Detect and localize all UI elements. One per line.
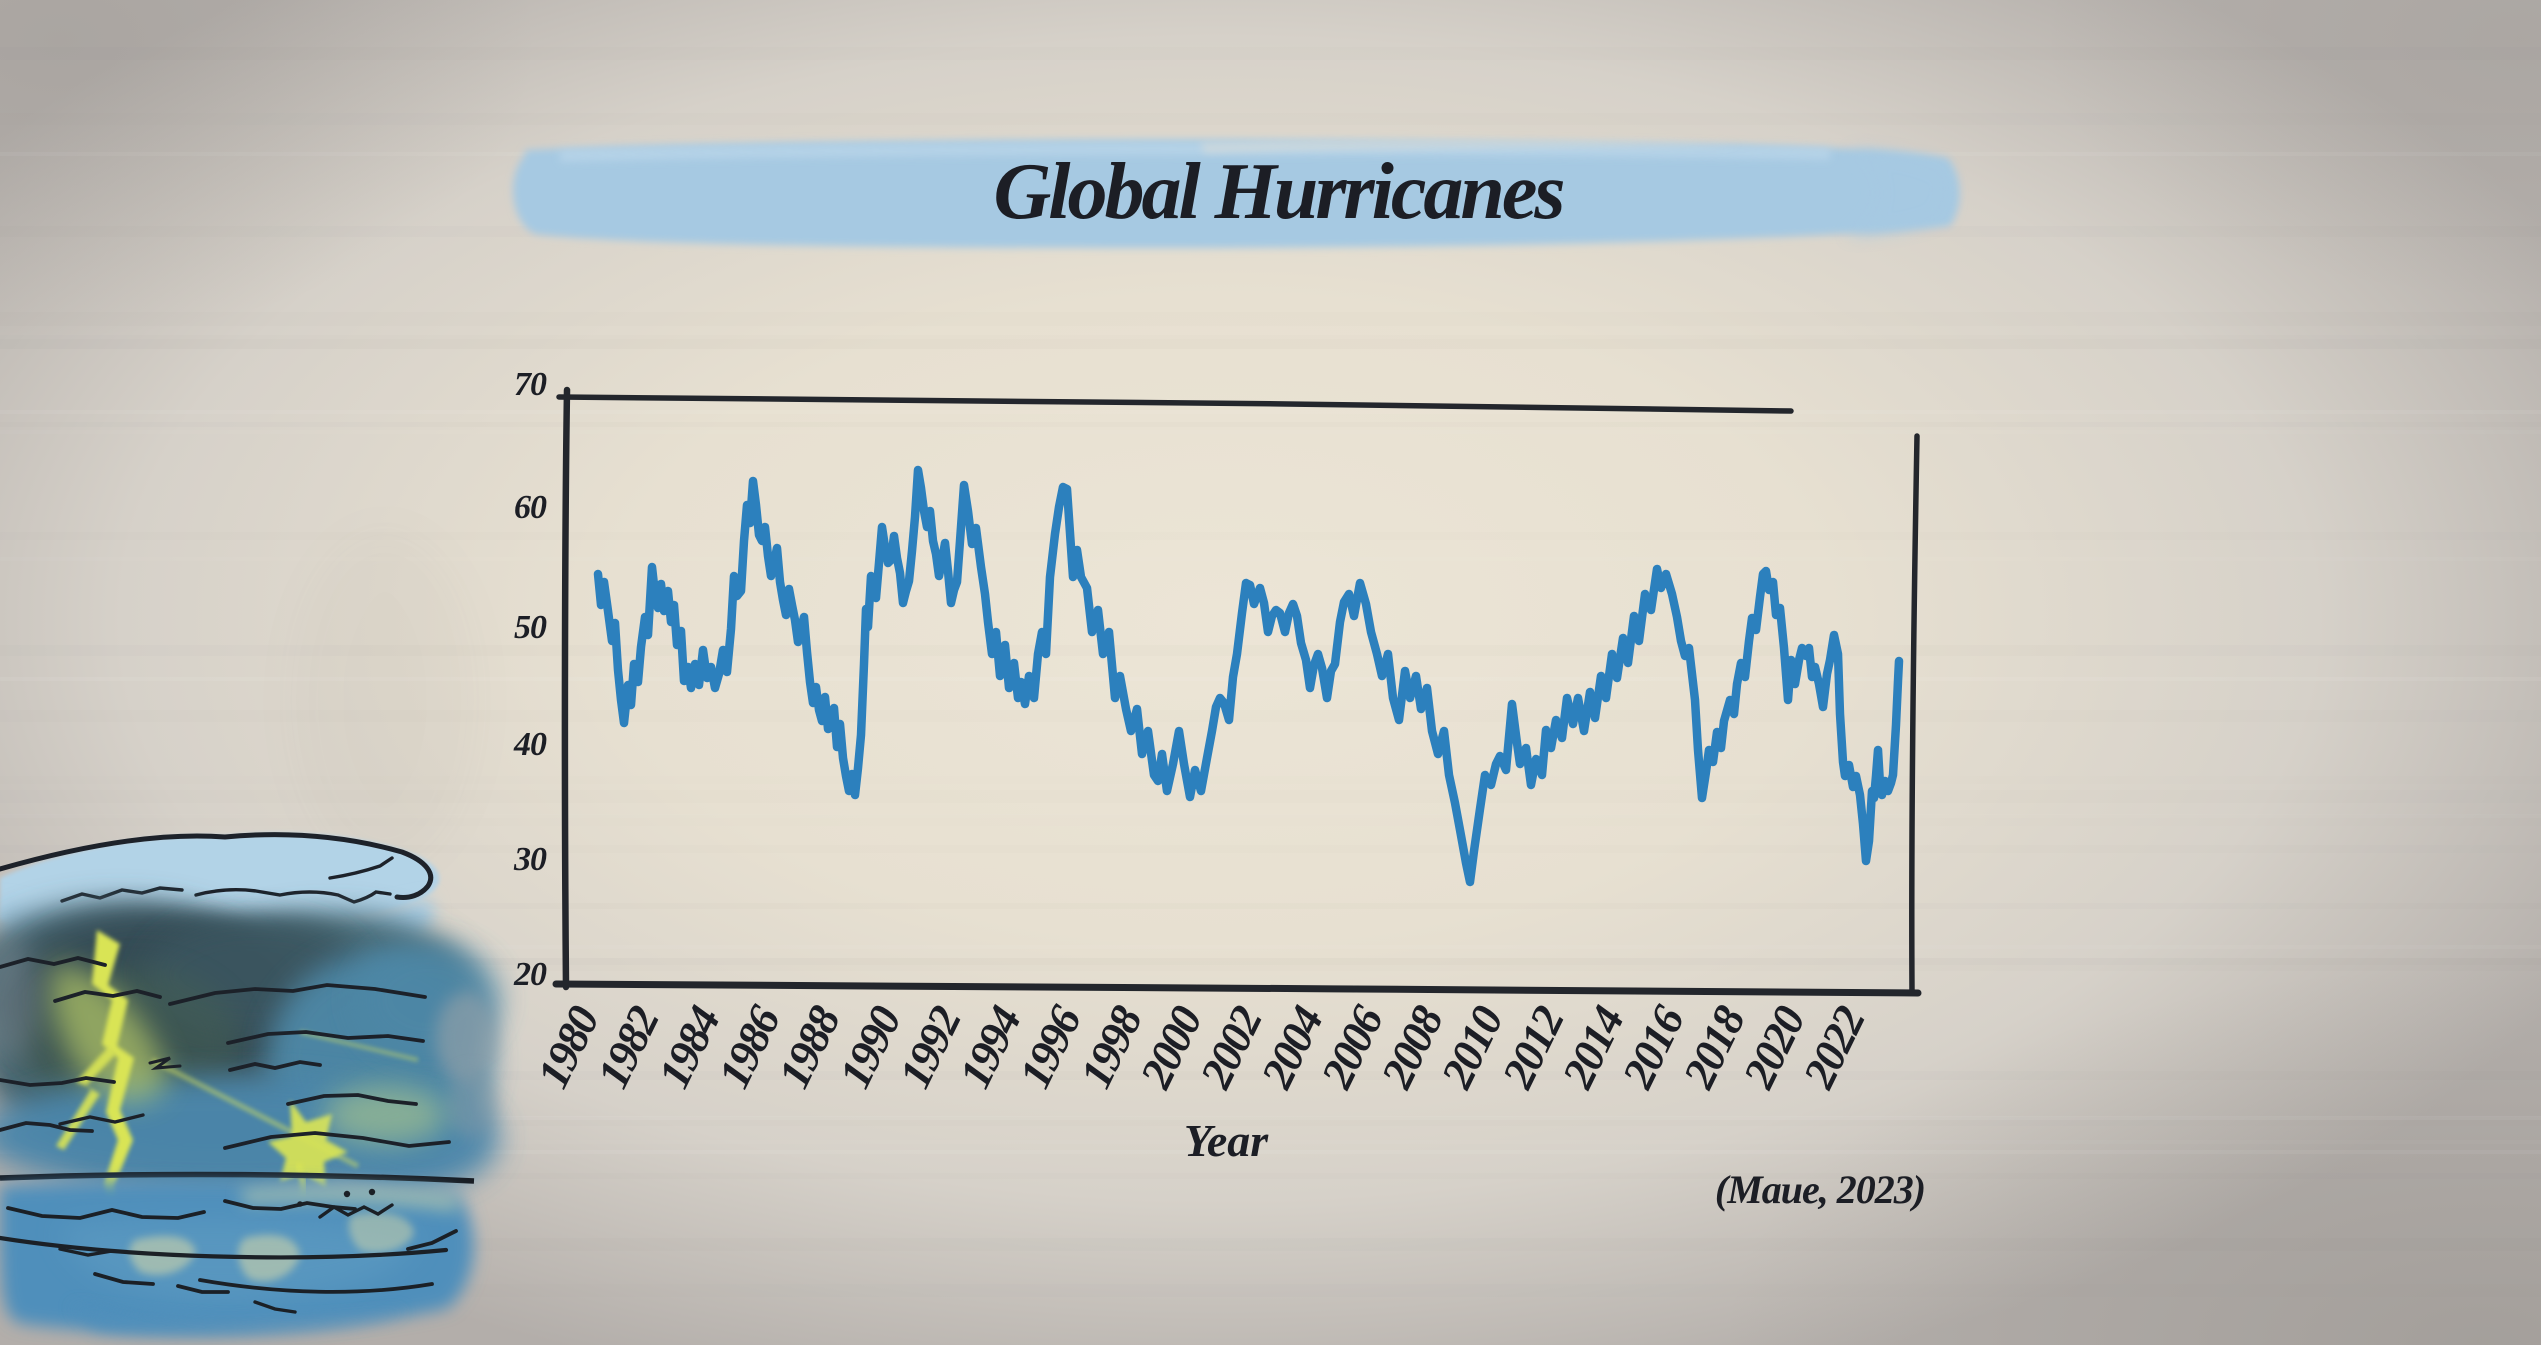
svg-text:Global Hurricanes: Global Hurricanes (993, 148, 1563, 236)
svg-text:30: 30 (513, 841, 547, 878)
svg-text:70: 70 (514, 366, 547, 403)
svg-text:Year: Year (1184, 1115, 1269, 1166)
svg-text:60: 60 (514, 489, 547, 526)
svg-text:50: 50 (514, 609, 547, 646)
svg-text:(Maue, 2023): (Maue, 2023) (1715, 1167, 1925, 1212)
svg-text:40: 40 (513, 726, 547, 763)
svg-text:20: 20 (513, 956, 547, 993)
